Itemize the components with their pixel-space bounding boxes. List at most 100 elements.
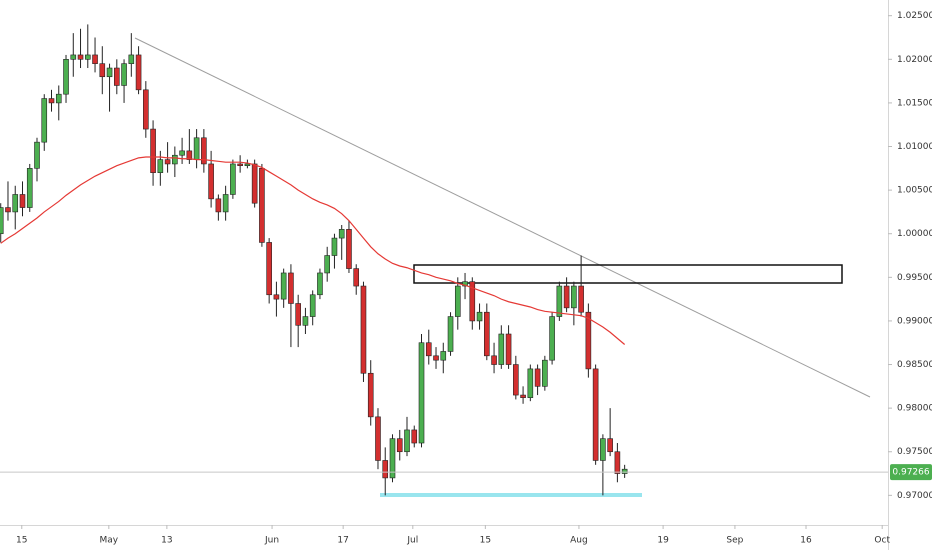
candle-body [404,429,410,453]
candle-body [5,207,11,213]
candle-body [150,128,156,173]
candle-body [592,368,599,461]
candle-body [498,333,505,365]
support-line [380,493,642,497]
candle-body [84,54,91,60]
x-tick-label: Aug [570,536,588,546]
y-tick-label: 1.01500 [897,98,932,108]
candle-body [26,168,33,208]
candle-body [462,281,468,287]
candle-body [244,163,251,166]
candle-body [222,194,229,213]
candle-body [12,194,19,213]
candle-body [288,272,294,304]
x-tick-label: Jun [264,536,279,546]
candle-body [563,285,570,309]
y-tick-label: 0.97000 [897,491,932,501]
candle-body [578,285,584,313]
candle-body [542,359,548,387]
candle-body [215,198,222,213]
candle-body [527,368,534,398]
candle-body [34,141,40,169]
candle-body [433,355,439,361]
candle-body [302,316,309,326]
candle-body [143,89,149,130]
candle-body [237,163,243,166]
candle-body [70,54,77,60]
candle-body [135,54,142,91]
candle-body [607,438,613,453]
resistance-zone [413,264,843,284]
candle-body [208,163,214,200]
candle-body [186,150,193,160]
candle-body [106,67,113,78]
candle-body [484,311,490,357]
candle-body [317,272,323,296]
candle-body [121,63,127,86]
candle-body [360,285,367,374]
candle-body [179,150,185,156]
candle-body [382,460,389,479]
candle-body [63,59,69,95]
x-tick-label: 17 [337,536,348,546]
x-tick-label: May [100,536,119,546]
candle-body [534,368,541,387]
moving-average-line [0,156,626,345]
x-tick-label: 15 [480,536,491,546]
candle-body [375,416,381,461]
candle-body [556,285,563,317]
candle-body [0,207,4,235]
candle-body [353,268,360,287]
candle-body [549,316,555,361]
last-price-label: 0.97266 [892,468,929,478]
x-tick-label: Jul [406,536,418,546]
candle-body [469,281,476,322]
candle-body [201,137,207,165]
y-tick-label: 1.00000 [897,229,932,239]
candle-body [128,54,135,64]
candle-body [172,154,178,165]
candle-body [491,355,497,365]
candle-body [476,311,483,322]
candle-body [331,237,338,256]
candle-body [48,98,55,104]
x-tick-label: 13 [161,536,172,546]
candle-body [367,372,374,418]
candle-body [164,159,171,165]
candle-body [454,285,461,317]
candle-body [266,242,272,296]
candle-body [585,311,592,370]
y-tick-label: 0.97500 [897,447,932,457]
y-tick-label: 0.98000 [897,404,932,414]
candle-body [280,272,287,300]
candle-body [324,255,330,274]
candle-body [114,67,120,86]
candle-body [77,54,84,60]
candle-body [505,333,512,365]
candle-body [621,468,628,474]
x-tick-label: 19 [657,536,669,546]
candle-body [338,229,345,239]
trend-line [134,37,871,398]
candle-body [99,63,106,78]
candle-body [193,137,200,160]
candle-body [520,394,526,398]
candle-body [295,303,301,326]
x-tick-label: 15 [16,536,27,546]
candle-body [41,98,48,143]
y-tick-label: 1.01000 [897,142,932,152]
y-tick-label: 0.98500 [897,360,932,370]
x-tick-label: Sep [726,536,743,546]
candle-body [411,429,418,444]
candle-body [55,93,62,104]
candle-body [447,316,454,352]
candle-body [19,194,26,208]
candle-body [259,168,265,243]
candle-body [600,438,606,461]
x-tick-label: Oct [874,536,890,546]
candle-body [425,342,432,357]
candle-body [157,159,164,173]
